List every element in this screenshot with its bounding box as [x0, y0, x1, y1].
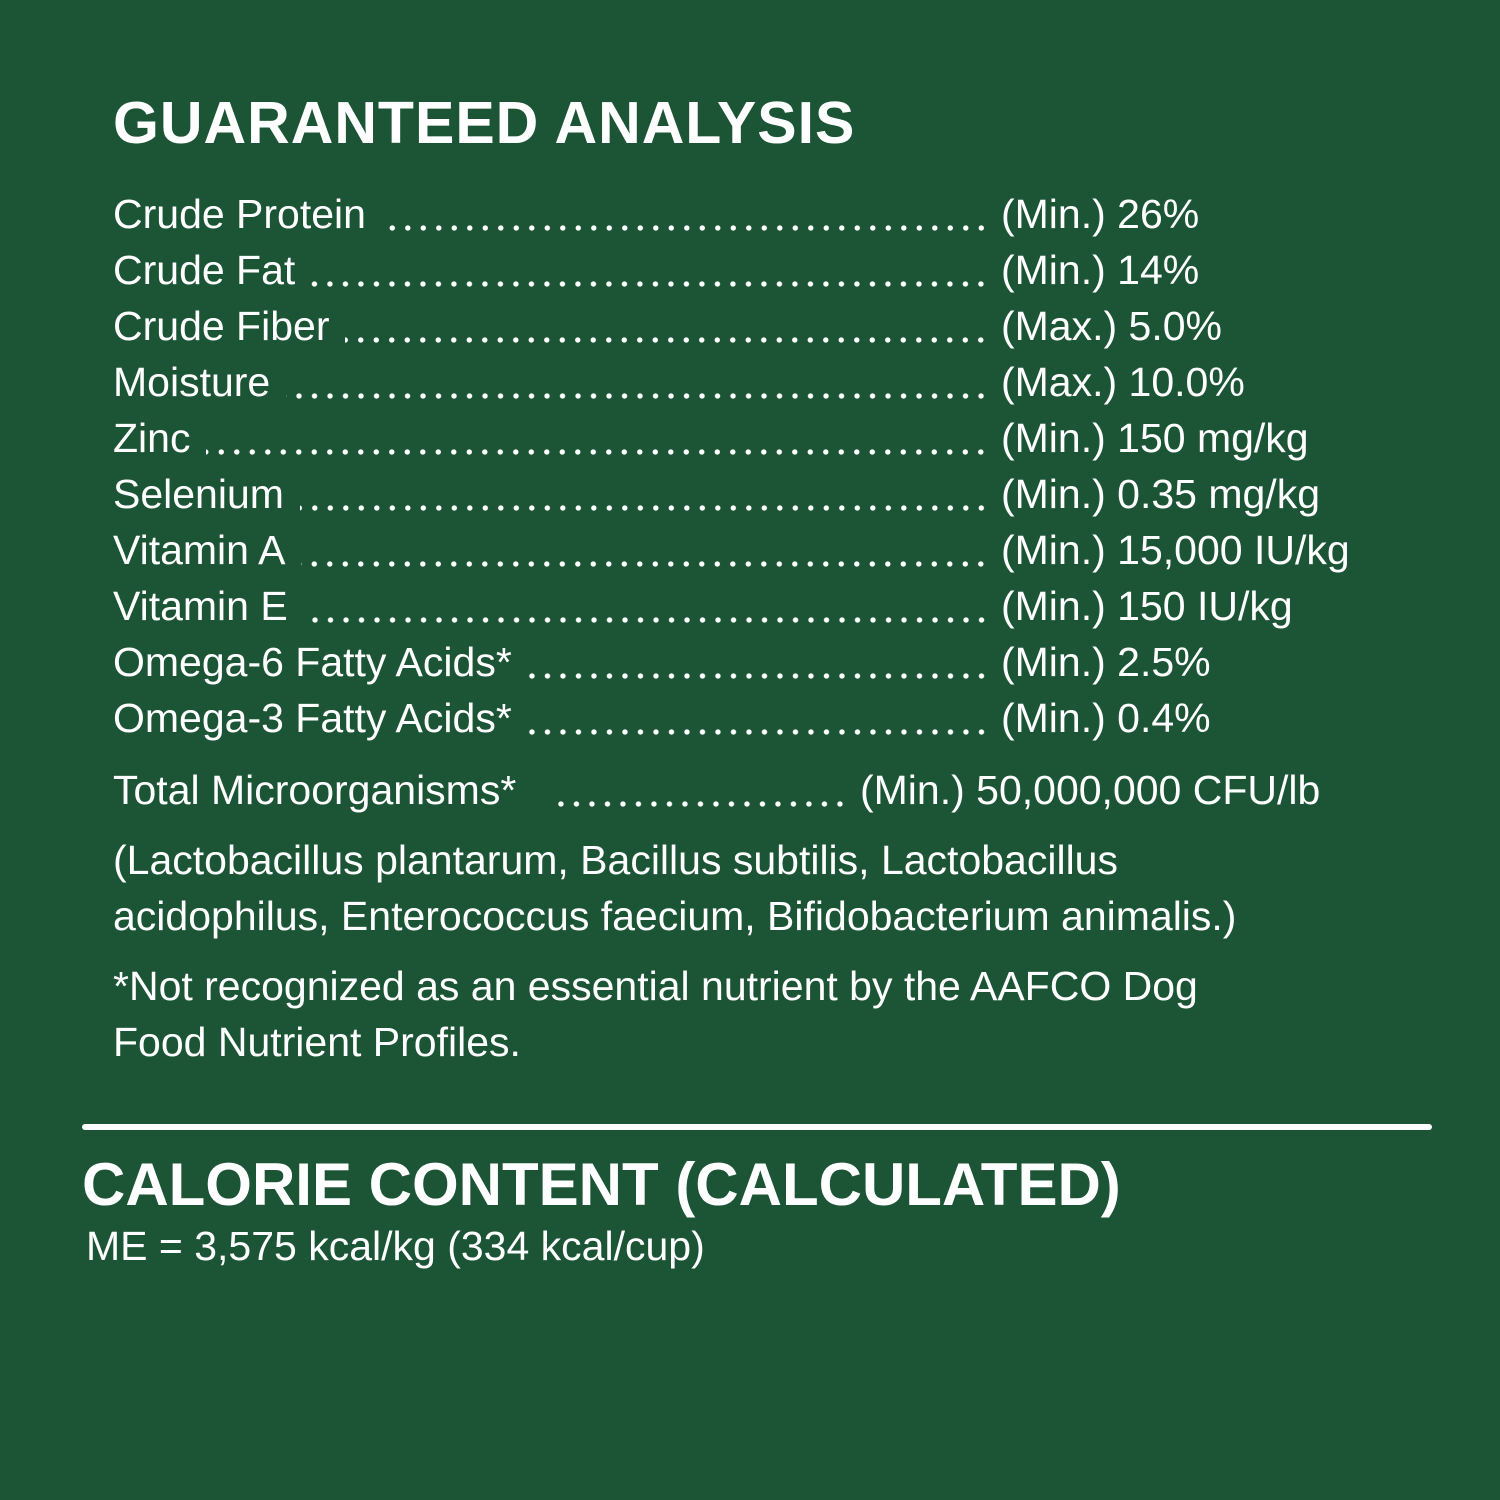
analysis-row: Vitamin A (Min.) 15,000 IU/kg: [113, 522, 1500, 578]
row-label: Crude Protein: [113, 191, 366, 237]
section-divider: [82, 1124, 1432, 1130]
guaranteed-analysis-title: GUARANTEED ANALYSIS: [113, 90, 856, 156]
row-label: Omega-3 Fatty Acids*: [113, 695, 512, 741]
row-label: Vitamin A: [113, 527, 286, 573]
dot-leader: [345, 298, 989, 354]
dot-leader: [527, 690, 989, 746]
calorie-content-title: CALORIE CONTENT (CALCULATED): [82, 1151, 1121, 1218]
row-label: Omega-6 Fatty Acids*: [113, 639, 512, 685]
row-value: (Min.) 150 mg/kg: [1001, 415, 1309, 461]
analysis-row: Selenium (Min.) 0.35 mg/kg: [113, 466, 1500, 522]
row-value: (Min.) 15,000 IU/kg: [1001, 527, 1350, 573]
dot-leader: [303, 578, 989, 634]
dot-leader: [286, 354, 989, 410]
row-value: (Min.) 0.35 mg/kg: [1001, 471, 1320, 517]
analysis-row: Zinc (Min.) 150 mg/kg: [113, 410, 1500, 466]
row-value: (Max.) 10.0%: [1001, 359, 1245, 405]
row-value: (Min.) 2.5%: [1001, 639, 1211, 685]
footnote-line-1: *Not recognized as an essential nutrient…: [113, 963, 1198, 1009]
dot-leader: [299, 466, 989, 522]
row-label: Total Microorganisms*: [113, 767, 517, 813]
row-label: Vitamin E: [113, 583, 288, 629]
analysis-row: Omega-3 Fatty Acids* (Min.) 0.4%: [113, 690, 1500, 746]
analysis-row: Crude Fat (Min.) 14%: [113, 242, 1500, 298]
strains-line-1: (Lactobacillus plantarum, Bacillus subti…: [113, 837, 1118, 883]
row-value: (Min.) 50,000,000 CFU/lb: [860, 767, 1321, 813]
row-value: (Min.) 150 IU/kg: [1001, 583, 1293, 629]
row-value: (Min.) 0.4%: [1001, 695, 1211, 741]
dot-leader: [527, 634, 989, 690]
analysis-row: Moisture (Max.) 10.0%: [113, 354, 1500, 410]
microorganisms-row: Total Microorganisms* (Min.) 50,000,000 …: [113, 762, 1500, 818]
row-value: (Max.) 5.0%: [1001, 303, 1222, 349]
analysis-row: Crude Fiber (Max.) 5.0%: [113, 298, 1500, 354]
analysis-row: Crude Protein (Min.) 26%: [113, 186, 1500, 242]
footnote-line-2: Food Nutrient Profiles.: [113, 1019, 521, 1065]
strains-line-2: acidophilus, Enterococcus faecium, Bifid…: [113, 893, 1237, 939]
calorie-content-value: ME = 3,575 kcal/kg (334 kcal/cup): [86, 1223, 705, 1269]
row-label: Selenium: [113, 471, 284, 517]
row-label: Moisture: [113, 359, 271, 405]
analysis-row: Omega-6 Fatty Acids* (Min.) 2.5%: [113, 634, 1500, 690]
dot-leader: [552, 762, 848, 818]
dot-leader: [311, 242, 989, 298]
dot-leader: [301, 522, 989, 578]
analysis-row: Vitamin E (Min.) 150 IU/kg: [113, 578, 1500, 634]
dot-leader: [381, 186, 989, 242]
dot-leader: [206, 410, 989, 466]
row-value: (Min.) 26%: [1001, 191, 1200, 237]
row-label: Crude Fat: [113, 247, 296, 293]
row-label: Zinc: [113, 415, 191, 461]
row-label: Crude Fiber: [113, 303, 330, 349]
row-value: (Min.) 14%: [1001, 247, 1200, 293]
